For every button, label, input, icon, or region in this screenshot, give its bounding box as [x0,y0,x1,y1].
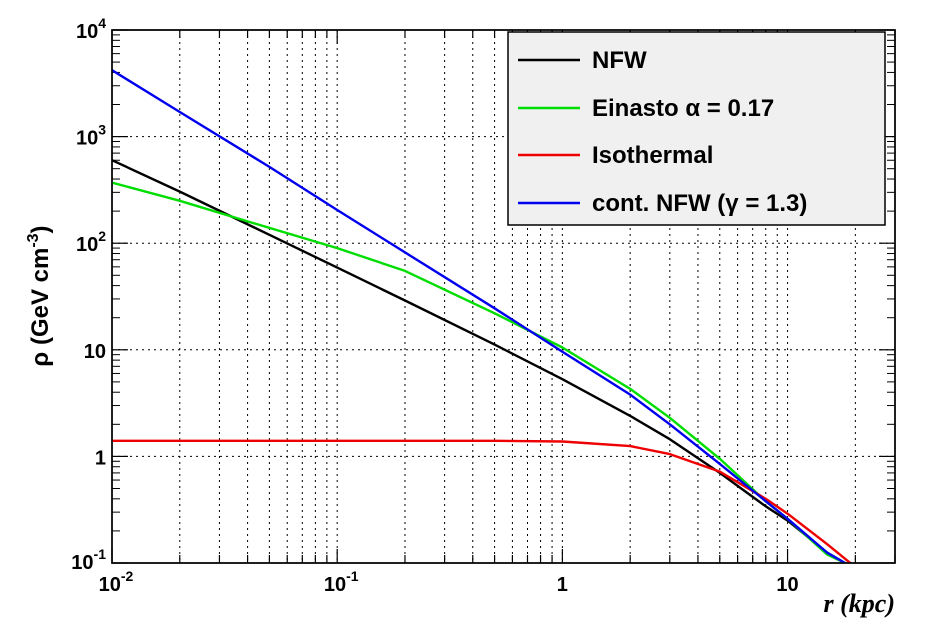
x-tick-label-base: 10 [99,574,121,596]
y-tick-label-base: 10 [76,21,98,43]
y-tick-label-base: 10 [71,552,93,574]
y-tick-label: 102 [76,228,106,256]
series-line-2 [112,439,852,563]
y-tick-label-exp: 3 [98,122,106,138]
x-tick-label-exp: -1 [346,568,359,584]
y-axis-label: ρ (GeV cm-3) [25,225,54,366]
plot-frame-border [111,29,896,564]
x-tick-label-base: 10 [324,574,346,596]
series-line-0 [112,159,846,563]
x-tick-label: 10-1 [324,568,359,596]
legend-label-3: cont. NFW (γ = 1.3) [592,190,807,217]
x-axis-label: r (kpc) [824,589,895,618]
x-tick-label-base: 1 [557,574,568,596]
series-line-3 [112,69,846,563]
y-tick-label-base: 10 [76,128,98,150]
y-axis-label-main: ρ (GeV cm [27,248,54,367]
x-tick-label: 10 [776,574,798,596]
y-axis-label-close: ) [27,225,54,233]
y-tick-label-exp: 2 [98,228,106,244]
y-tick-label: 10-1 [71,546,106,574]
y-tick-label-base: 10 [84,341,106,363]
series-lines [112,69,852,563]
legend-label-1: Einasto α = 0.17 [592,95,774,122]
y-tick-label: 1 [95,447,106,469]
y-tick-label-base: 1 [95,447,106,469]
legend-box [507,31,886,226]
x-tick-label: 1 [557,574,568,596]
y-tick-label-exp: -1 [94,546,107,562]
y-tick-label: 104 [76,15,106,43]
legend-label-2: Isothermal [592,142,713,169]
y-tick-label: 10 [84,341,106,363]
y-axis-label-sup: -3 [25,233,42,247]
x-tick-label-exp: -2 [121,568,134,584]
legend-label-0: NFW [592,47,647,74]
legend: NFW Einasto α = 0.17 Isothermal cont. NFW (… [507,31,886,226]
y-tick-label: 103 [76,122,106,150]
x-tick-labels: 10-2 10-1 1 10 [99,568,799,596]
x-tick-label-base: 10 [776,574,798,596]
y-tick-label-base: 10 [76,234,98,256]
y-tick-label-exp: 4 [98,15,106,31]
legend-entries: NFW Einasto α = 0.17 Isothermal cont. NFW (… [518,47,807,217]
x-tick-label: 10-2 [99,568,134,596]
